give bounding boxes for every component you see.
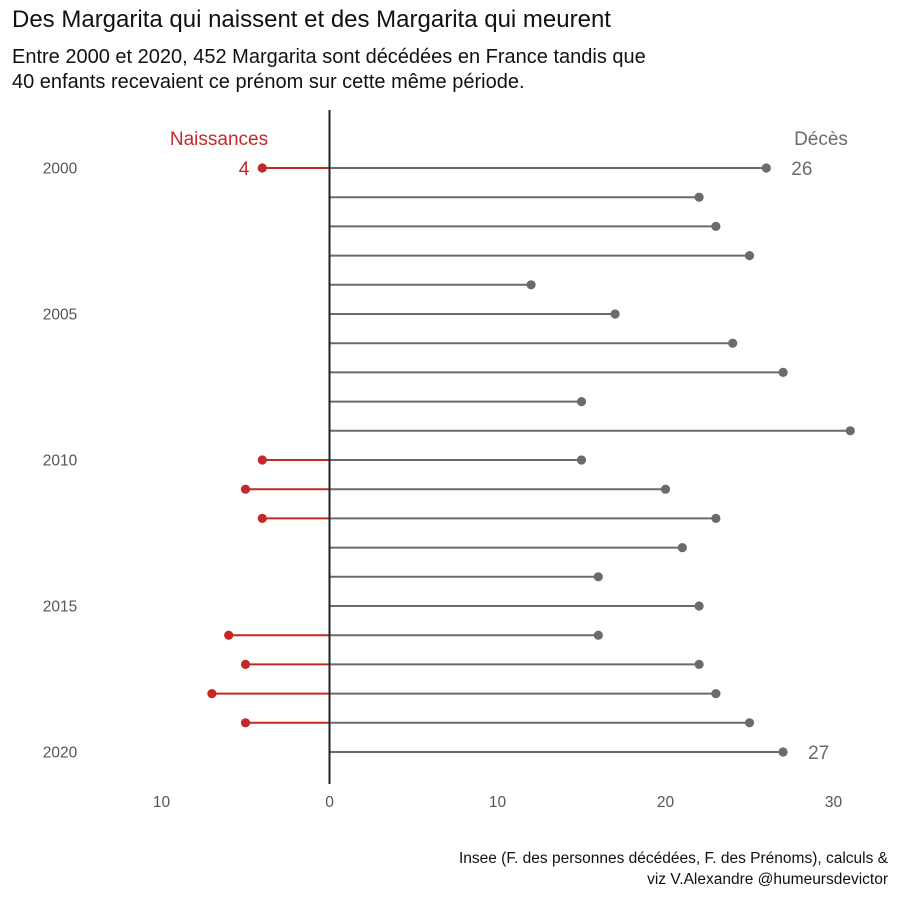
deces-point-2010 xyxy=(576,455,587,465)
naissances-point-2011 xyxy=(240,484,251,494)
deces-point-2011 xyxy=(660,484,671,494)
deces-point-2000 xyxy=(761,163,771,173)
naissances-point-2012 xyxy=(257,513,267,524)
y-tick-label-2010: 2010 xyxy=(43,453,78,470)
naissances-point-2017 xyxy=(240,659,251,670)
deces-point-2004 xyxy=(526,280,536,290)
deces-value-label-2020: 27 xyxy=(808,743,829,764)
chart-title: Des Margarita qui naissent et des Margar… xyxy=(12,6,611,33)
naissances-point-2019 xyxy=(240,718,251,728)
x-tick-label-1: 0 xyxy=(325,794,334,811)
naissances-value-label-2000: 4 xyxy=(239,159,250,180)
naissances-point-2018 xyxy=(207,689,217,699)
y-tick-label-2015: 2015 xyxy=(43,599,77,616)
source-caption: Insee (F. des personnes décédées, F. des… xyxy=(459,848,888,890)
deces-point-2019 xyxy=(744,718,755,728)
deces-point-2016 xyxy=(593,630,603,640)
deces-point-2014 xyxy=(593,572,603,582)
subtitle-line-2: 40 enfants recevaient ce prénom sur cett… xyxy=(12,71,525,93)
x-tick-label-2: 10 xyxy=(489,794,507,811)
caption-line-2: viz V.Alexandre @humeursdevictor xyxy=(647,871,888,888)
deces-point-2001 xyxy=(694,192,704,202)
deces-value-label-2000: 26 xyxy=(791,159,812,180)
deces-header-label: Décès xyxy=(794,129,848,150)
deces-point-2008 xyxy=(576,397,587,407)
y-tick-label-2005: 2005 xyxy=(43,307,77,324)
deces-point-2013 xyxy=(677,543,687,553)
subtitle-line-1: Entre 2000 et 2020, 452 Margarita sont d… xyxy=(12,46,646,68)
deces-point-2020 xyxy=(778,747,788,757)
deces-point-2009 xyxy=(845,426,855,436)
deces-point-2006 xyxy=(728,338,738,348)
x-tick-label-4: 30 xyxy=(825,794,843,811)
naissances-point-2016 xyxy=(224,630,234,640)
deces-point-2002 xyxy=(711,221,721,231)
y-tick-label-2000: 2000 xyxy=(43,161,78,178)
deces-point-2012 xyxy=(711,513,721,524)
y-tick-label-2020: 2020 xyxy=(43,745,78,762)
caption-line-1: Insee (F. des personnes décédées, F. des… xyxy=(458,850,888,867)
naissances-header-label: Naissances xyxy=(170,129,268,150)
naissances-point-2000 xyxy=(257,163,267,173)
deces-point-2017 xyxy=(694,659,704,670)
chart-subtitle: Entre 2000 et 2020, 452 Margarita sont d… xyxy=(12,45,832,95)
deces-point-2015 xyxy=(694,601,704,611)
deces-point-2005 xyxy=(610,309,620,319)
x-tick-label-3: 20 xyxy=(657,794,675,811)
naissances-point-2010 xyxy=(257,455,267,465)
deces-point-2003 xyxy=(744,251,755,261)
deces-point-2018 xyxy=(711,689,721,699)
x-tick-label-0: 10 xyxy=(153,794,171,811)
deces-point-2007 xyxy=(778,367,788,377)
